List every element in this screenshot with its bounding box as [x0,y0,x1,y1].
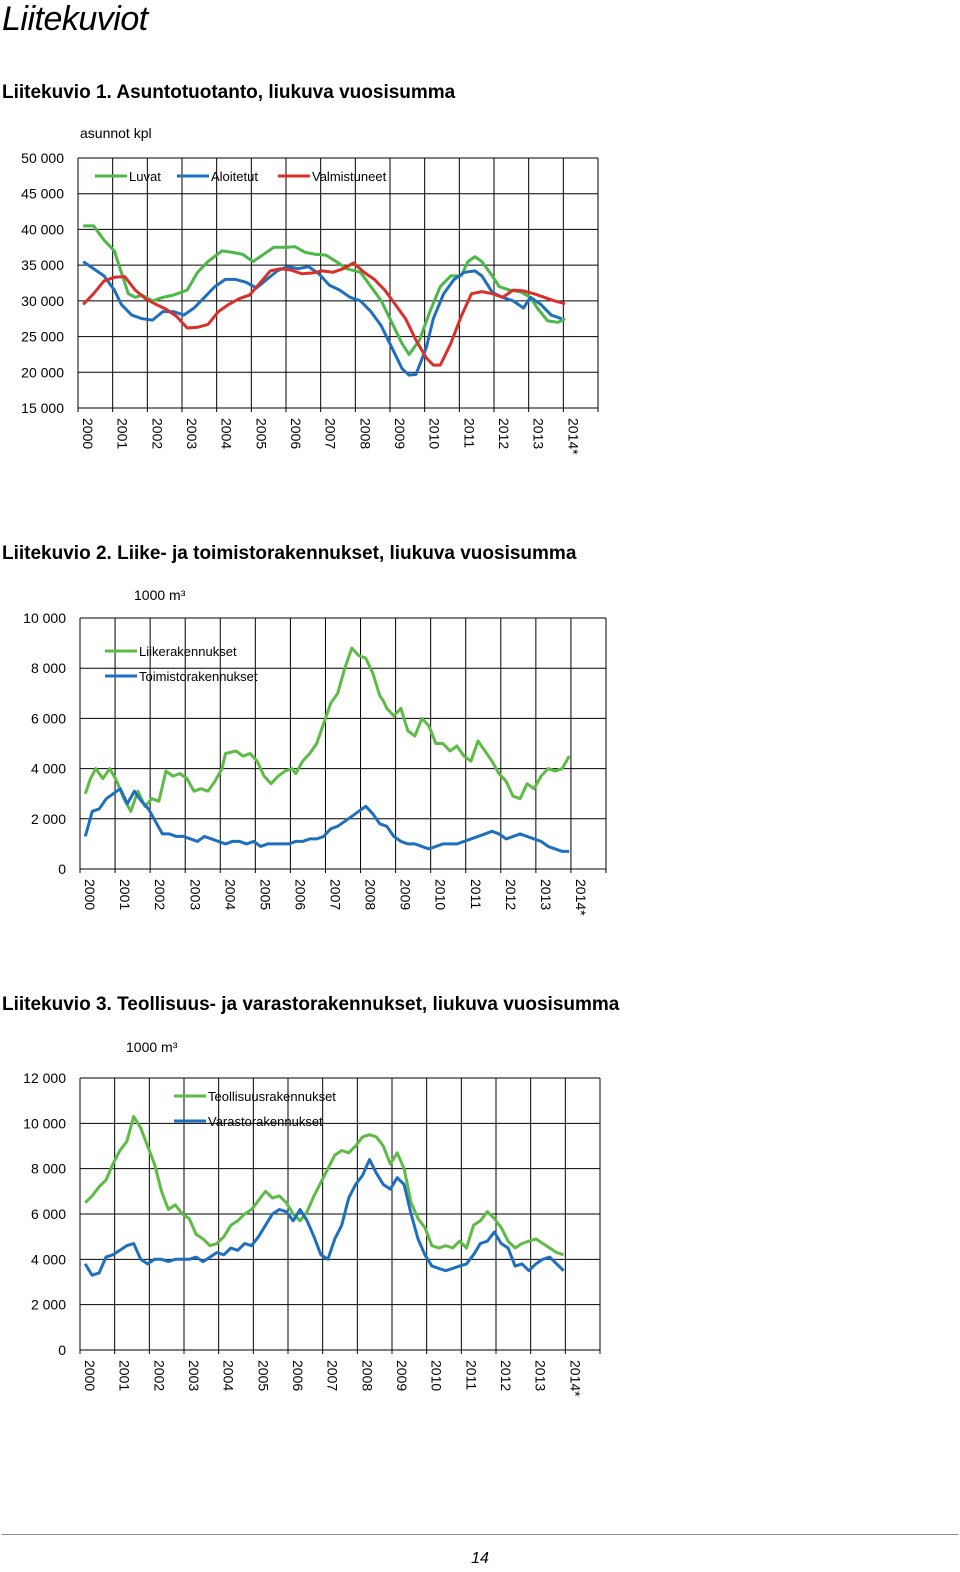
y-tick-label: 40 000 [21,221,64,237]
x-tick-label: 2007 [325,1360,341,1391]
y-tick-label: 0 [58,1342,66,1358]
y-tick-label: 2 000 [31,811,66,827]
y-tick-label: 25 000 [21,329,64,345]
legend-label: Liikerakennukset [139,644,237,659]
x-tick-label: 2001 [117,1360,133,1391]
x-tick-label: 2012 [498,1360,514,1391]
figure-1-title: Liitekuvio 1. Asuntotuotanto, liukuva vu… [2,82,456,103]
legend-label: Luvat [129,169,161,184]
x-tick-label: 2008 [359,1360,375,1391]
series-line-varastorakennukset [83,1158,565,1277]
x-tick-label: 2004 [222,879,238,910]
x-tick-label: 2012 [503,879,519,910]
x-tick-label: 2005 [257,879,273,910]
x-tick-label: 2011 [468,879,484,909]
x-tick-label: 2013 [538,879,554,910]
figure-2-title: Liitekuvio 2. Liike- ja toimistorakennuk… [2,543,577,564]
x-tick-label: 2001 [117,879,133,910]
x-tick-label: 2004 [219,418,235,449]
legend-label: Valmistuneet [312,169,387,184]
x-tick-label: 2013 [533,1360,549,1391]
x-tick-label: 2006 [292,879,308,910]
y-axis-unit-label: 1000 m³ [134,587,186,603]
x-tick-label: 2013 [531,418,547,449]
series-line-toimistorakennukset [83,787,570,853]
series-line-luvat [83,224,566,356]
y-tick-label: 2 000 [31,1297,66,1313]
x-tick-label: 2009 [392,418,408,449]
x-tick-label: 2002 [149,418,165,449]
x-tick-label: 2009 [398,879,414,910]
page-number: 14 [471,1550,489,1567]
x-tick-label: 2007 [328,879,344,910]
x-tick-label: 2005 [255,1360,271,1391]
y-tick-label: 10 000 [23,610,66,626]
x-tick-label: 2000 [80,418,96,449]
x-tick-label: 2009 [394,1360,410,1391]
legend-label: Toimistorakennukset [139,669,258,684]
y-tick-label: 35 000 [21,257,64,273]
figure-3-title: Liitekuvio 3. Teollisuus- ja varastorake… [2,994,620,1015]
x-tick-label: 2006 [288,418,304,449]
y-tick-label: 12 000 [23,1070,66,1086]
x-tick-label: 2008 [357,418,373,449]
x-tick-label: 2002 [152,879,168,910]
y-tick-label: 4 000 [31,761,66,777]
y-axis-unit-label: asunnot kpl [80,125,152,141]
legend-label: Varastorakennukset [208,1114,323,1129]
x-tick-label: 2010 [429,1360,445,1391]
x-tick-label: 2000 [82,1360,98,1391]
y-tick-label: 6 000 [31,710,66,726]
page-heading: Liitekuviot [2,0,148,38]
y-tick-label: 30 000 [21,293,64,309]
series-line-valmistuneet [82,261,566,367]
chart-asuntotuotanto: asunnot kpl 15 000 20 000 25 000 30 000 35 00… [21,125,599,455]
y-tick-label: 45 000 [21,186,64,202]
y-tick-label: 50 000 [21,150,64,166]
x-tick-label: 2014* [567,1360,583,1397]
x-tick-label: 2008 [363,879,379,910]
chart-teollisuus-varasto: 1000 m³ 0 2 000 4 000 6 000 8 000 10 000 12 000… [23,1039,601,1397]
legend-label: Aloitetut [211,169,258,184]
x-tick-label: 2004 [221,1360,237,1391]
x-tick-label: 2006 [290,1360,306,1391]
footer-divider [2,1534,958,1535]
x-tick-label: 2014* [565,418,581,455]
x-tick-label: 2002 [151,1360,167,1391]
y-tick-label: 0 [58,861,66,877]
x-tick-label: 2011 [463,1360,479,1390]
series-line-aloitetut [82,260,563,377]
x-tick-label: 2010 [433,879,449,910]
x-tick-label: 2000 [82,879,98,910]
y-axis-unit-label: 1000 m³ [126,1039,178,1055]
y-tick-label: 8 000 [31,1161,66,1177]
y-tick-label: 8 000 [31,660,66,676]
chart-liike-toimisto: 1000 m³ 0 2 000 4 000 6 000 8 000 10 000 2000 20… [23,587,607,916]
series-line-teollisuusrakennukset [84,1115,565,1257]
y-tick-label: 4 000 [31,1251,66,1267]
x-tick-label: 2001 [115,418,131,449]
y-tick-label: 15 000 [21,400,64,416]
x-tick-label: 2007 [323,418,339,449]
x-tick-label: 2011 [461,418,477,448]
x-tick-label: 2012 [496,418,512,449]
x-tick-label: 2003 [187,879,203,910]
y-tick-label: 6 000 [31,1206,66,1222]
x-tick-label: 2003 [186,1360,202,1391]
series-line-liikerakennukset [83,646,571,813]
y-tick-label: 20 000 [21,364,64,380]
x-tick-label: 2014* [573,879,589,916]
legend-label: Teollisuusrakennukset [208,1089,336,1104]
x-tick-label: 2005 [253,418,269,449]
x-tick-label: 2010 [427,418,443,449]
x-tick-label: 2003 [184,418,200,449]
y-tick-label: 10 000 [23,1115,66,1131]
